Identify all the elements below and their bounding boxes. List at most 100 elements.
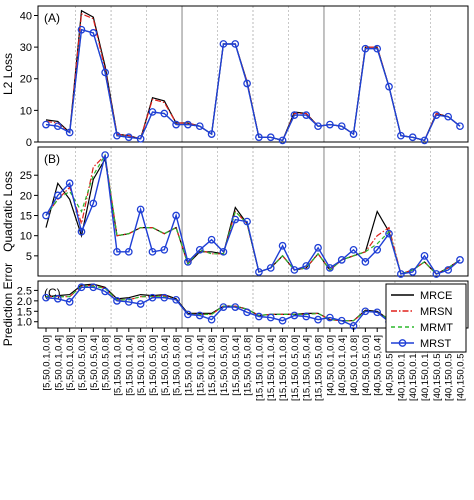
- data-point-mrst: [101, 287, 109, 296]
- data-point-mrst: [432, 111, 441, 119]
- data-point-mrst: [172, 120, 180, 129]
- data-point-mrst: [337, 256, 346, 264]
- panel-label: (B): [44, 152, 60, 166]
- y-tick-label: 10: [20, 105, 32, 117]
- data-point-mrst: [65, 298, 74, 306]
- x-tick-label: [40,150,0.1,0.0]: [396, 335, 407, 401]
- y-tick-label: 2.5: [17, 285, 32, 297]
- data-point-mrst: [89, 29, 98, 37]
- data-point-mrst: [160, 245, 169, 254]
- data-point-mrst: [408, 268, 417, 276]
- data-point-mrst: [124, 298, 133, 306]
- y-tick-label: 30: [20, 42, 32, 54]
- data-point-mrst: [207, 130, 216, 138]
- data-point-mrst: [314, 243, 322, 252]
- x-tick-label: [5,50,0.1,0.8]: [65, 335, 76, 390]
- data-point-mrst: [349, 245, 358, 254]
- data-point-mrst: [255, 268, 263, 276]
- panel-a: (A) 0 10 20 30 40 L2 Loss: [1, 5, 469, 149]
- data-point-mrst: [278, 136, 287, 145]
- data-point-mrst: [290, 266, 299, 274]
- data-point-mrst: [172, 211, 180, 220]
- x-tick-label: [15,50,0.1,0.8]: [207, 335, 218, 396]
- data-point-mrst: [148, 247, 157, 256]
- data-point-mrst: [444, 112, 453, 121]
- data-point-mrst: [432, 270, 441, 278]
- x-tick-label: [40,150,0.1,0.4]: [408, 335, 419, 401]
- y-tick-label: 2.0: [17, 296, 32, 308]
- data-point-mrst: [243, 308, 251, 317]
- data-point-mrst: [231, 40, 240, 48]
- data-point-mrst: [349, 130, 358, 138]
- x-tick-label: [5,50,0.5,0.4]: [89, 335, 100, 390]
- data-point-mrst: [148, 108, 157, 116]
- data-point-mrst: [136, 205, 145, 214]
- data-point-mrst: [89, 283, 98, 292]
- data-point-mrst: [184, 120, 192, 129]
- data-point-mrst: [207, 235, 216, 244]
- data-point-mrst: [385, 229, 393, 238]
- x-tick-label: [15,50,0.1,0.4]: [195, 335, 206, 396]
- x-tick-label: [15,150,0.1,0.4]: [266, 335, 277, 401]
- data-point-mrst: [42, 211, 50, 220]
- data-point-mrst: [408, 133, 417, 142]
- y-tick-label: 10: [20, 231, 32, 243]
- x-tick-label: [40,150,0.5,0.4]: [444, 335, 455, 401]
- data-point-mrst: [266, 264, 275, 272]
- data-point-mrst: [124, 247, 133, 256]
- data-point-mrst: [420, 136, 429, 145]
- x-tick-label: [40,150,0.1,0.8]: [420, 335, 431, 401]
- y-tick-label: 20: [20, 74, 32, 86]
- data-point-mrst: [101, 151, 109, 159]
- x-tick-label: [15,150,0.5,0.8]: [314, 335, 325, 401]
- data-point-mrst: [184, 258, 192, 266]
- x-tick-label: [15,150,0.5,0.0]: [290, 335, 301, 401]
- panel-frame: [37, 146, 469, 277]
- data-point-mrst: [302, 262, 311, 270]
- x-tick-label: [5,50,0.5,0.8]: [101, 335, 112, 390]
- data-point-mrst: [160, 109, 169, 118]
- data-point-mrst: [172, 295, 180, 304]
- x-tick-label: [5,150,0.5,0.4]: [160, 335, 171, 396]
- data-point-mrst: [302, 111, 311, 119]
- x-tick-label: [15,50,0.1,0.0]: [183, 335, 194, 396]
- series-line-mrst: [45, 154, 461, 275]
- x-tick-label: [15,150,0.5,0.4]: [302, 335, 313, 401]
- data-point-mrst: [113, 131, 121, 140]
- data-point-mrst: [77, 227, 86, 236]
- data-point-mrst: [42, 120, 50, 129]
- data-point-mrst: [373, 308, 382, 317]
- data-point-mrst: [243, 217, 251, 226]
- x-tick-label: [40,50,0.1,0.8]: [349, 335, 360, 396]
- data-point-mrst: [219, 247, 228, 256]
- x-tick-label: [15,150,0.1,0.0]: [254, 335, 265, 401]
- data-point-mrst: [397, 131, 405, 140]
- x-tick-label: [40,50,0.5,0.8]: [385, 335, 396, 396]
- x-tick-label: [40,150,0.5,0.8]: [456, 335, 467, 401]
- data-point-mrst: [195, 311, 204, 320]
- data-point-mrst: [113, 296, 121, 305]
- y-tick-label: 20: [20, 190, 32, 202]
- data-point-mrst: [53, 122, 62, 131]
- x-tick-label: [5,150,0.1,0.8]: [136, 335, 147, 396]
- x-tick-label: [5,150,0.1,0.0]: [112, 335, 123, 396]
- data-point-mrst: [207, 315, 216, 324]
- data-point-mrst: [184, 310, 192, 319]
- data-point-mrst: [195, 122, 204, 131]
- x-tick-label: [5,150,0.5,0.0]: [148, 335, 159, 396]
- data-point-mrst: [77, 283, 86, 292]
- data-point-mrst: [266, 133, 275, 142]
- data-point-mrst: [124, 133, 133, 142]
- data-point-mrst: [53, 191, 62, 200]
- legend-label-mrmt: MRMT: [420, 322, 453, 334]
- data-point-mrst: [314, 315, 322, 324]
- y-tick-label: 1.5: [17, 306, 32, 318]
- data-point-mrst: [195, 245, 204, 254]
- x-tick-label: [5,150,0.5,0.8]: [172, 335, 183, 396]
- legend: MRCE MRSN MRMT MRST: [385, 283, 467, 353]
- data-point-mrst: [266, 313, 275, 322]
- data-point-mrst: [385, 82, 393, 91]
- x-tick-label: [15,50,0.5,0.4]: [231, 335, 242, 396]
